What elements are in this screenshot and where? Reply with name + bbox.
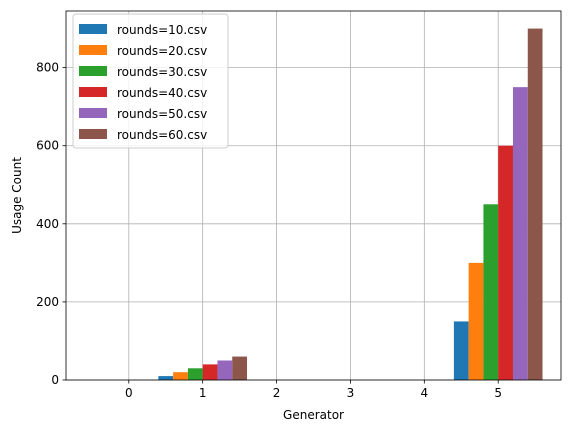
legend-label: rounds=50.csv xyxy=(117,107,207,121)
x-tick-label: 0 xyxy=(125,386,133,400)
plot-frame xyxy=(65,10,562,381)
legend: rounds=10.csv rounds=20.csv rounds=30.csv r… xyxy=(72,13,229,149)
ticks-layer: 0 1 2 3 4 5 0 200 400 600 800 xyxy=(36,61,502,400)
legend-label: rounds=60.csv xyxy=(117,128,207,142)
x-tick-label: 4 xyxy=(421,386,429,400)
legend-label: rounds=40.csv xyxy=(117,86,207,100)
y-tick-label: 600 xyxy=(36,139,59,153)
bar xyxy=(232,356,248,380)
y-axis-label: Usage Count xyxy=(10,157,24,234)
bar xyxy=(498,145,513,380)
bar xyxy=(483,204,499,380)
legend-frame xyxy=(72,13,229,149)
bar xyxy=(187,368,203,380)
bar xyxy=(173,372,188,380)
legend-swatch xyxy=(79,24,107,34)
y-tick-label: 200 xyxy=(36,295,59,309)
x-axis-label: Generator xyxy=(283,408,344,422)
y-tick-label: 400 xyxy=(36,217,59,231)
legend-label: rounds=20.csv xyxy=(117,44,207,58)
bar xyxy=(217,360,233,380)
legend-swatch xyxy=(79,45,107,55)
x-tick-label: 1 xyxy=(199,386,207,400)
legend-swatch xyxy=(79,87,107,97)
x-tick-label: 5 xyxy=(494,386,502,400)
legend-swatch xyxy=(79,66,107,76)
bar xyxy=(453,321,469,380)
bars-layer xyxy=(158,28,543,381)
legend-label: rounds=10.csv xyxy=(117,23,207,37)
bar xyxy=(527,28,543,380)
legend-swatch xyxy=(79,108,107,118)
bar xyxy=(512,87,528,381)
legend-swatch xyxy=(79,129,107,139)
bar xyxy=(468,262,484,380)
bar xyxy=(202,364,218,380)
x-tick-label: 2 xyxy=(273,386,281,400)
axes-layer xyxy=(65,10,562,381)
y-tick-label: 800 xyxy=(36,61,59,75)
bar xyxy=(158,376,174,380)
x-tick-label: 3 xyxy=(347,386,355,400)
y-tick-label: 0 xyxy=(51,373,59,387)
legend-label: rounds=30.csv xyxy=(117,65,207,79)
